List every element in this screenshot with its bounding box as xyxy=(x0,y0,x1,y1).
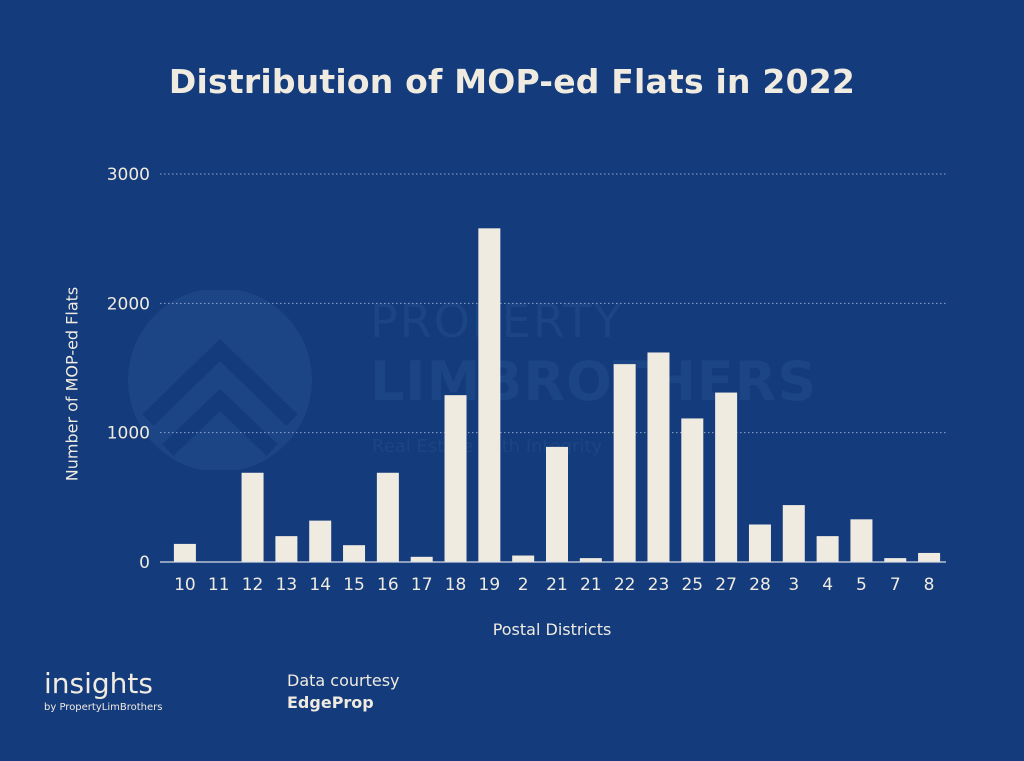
credit-source: EdgeProp xyxy=(287,693,374,712)
brand-name: insights xyxy=(44,667,153,700)
y-tick-label: 0 xyxy=(139,553,150,573)
bar xyxy=(884,558,907,562)
x-tick-label: 15 xyxy=(343,575,365,595)
bar xyxy=(512,555,535,562)
x-tick-label: 7 xyxy=(890,575,901,595)
bar xyxy=(613,364,636,562)
x-tick-label: 25 xyxy=(681,575,703,595)
x-tick-label: 22 xyxy=(614,575,636,595)
x-tick-label: 21 xyxy=(546,575,568,595)
x-tick-label: 28 xyxy=(749,575,771,595)
chart-title: Distribution of MOP-ed Flats in 2022 xyxy=(168,62,856,101)
bar xyxy=(918,552,941,562)
watermark-line2: LIMBROTHERS xyxy=(370,350,818,413)
x-tick-label: 5 xyxy=(856,575,867,595)
credit-label: Data courtesy xyxy=(287,671,400,690)
bar xyxy=(782,505,805,562)
bar xyxy=(478,228,501,562)
x-tick-label: 23 xyxy=(648,575,670,595)
x-tick-label: 3 xyxy=(788,575,799,595)
x-tick-label: 11 xyxy=(208,575,230,595)
x-tick-label: 18 xyxy=(445,575,467,595)
x-tick-label: 8 xyxy=(924,575,935,595)
x-tick-label: 21 xyxy=(580,575,602,595)
bar xyxy=(309,520,332,562)
brand-logo: insights by PropertyLimBrothers xyxy=(44,667,163,714)
x-tick-label: 10 xyxy=(174,575,196,595)
x-axis-label: Postal Districts xyxy=(492,620,612,639)
y-tick-label: 1000 xyxy=(107,424,150,444)
x-tick-label: 14 xyxy=(309,575,331,595)
x-tick-label: 17 xyxy=(411,575,433,595)
data-credit: Data courtesy EdgeProp xyxy=(287,670,400,714)
y-axis-label: Number of MOP-ed Flats xyxy=(62,286,82,482)
bar xyxy=(748,524,771,562)
bar xyxy=(816,536,839,562)
x-tick-label: 4 xyxy=(822,575,833,595)
house-logo-icon xyxy=(128,290,312,470)
x-tick-label: 19 xyxy=(479,575,501,595)
y-tick-label: 2000 xyxy=(107,294,150,314)
bar xyxy=(173,543,196,562)
bar xyxy=(376,472,399,562)
bar xyxy=(850,519,873,562)
bar xyxy=(647,352,670,562)
x-tick-label: 12 xyxy=(242,575,264,595)
bar xyxy=(241,472,264,562)
y-tick-label: 3000 xyxy=(107,165,150,185)
bar xyxy=(343,545,366,562)
x-tick-label: 27 xyxy=(715,575,737,595)
x-tick-label: 2 xyxy=(518,575,529,595)
bar xyxy=(410,556,433,562)
bar xyxy=(715,392,738,562)
bar xyxy=(681,418,704,562)
x-tick-label: 16 xyxy=(377,575,399,595)
bar xyxy=(579,558,602,562)
bar xyxy=(275,536,298,562)
brand-sub: by PropertyLimBrothers xyxy=(44,702,163,713)
bar xyxy=(546,446,568,562)
x-tick-label: 13 xyxy=(276,575,298,595)
bar xyxy=(444,395,467,562)
